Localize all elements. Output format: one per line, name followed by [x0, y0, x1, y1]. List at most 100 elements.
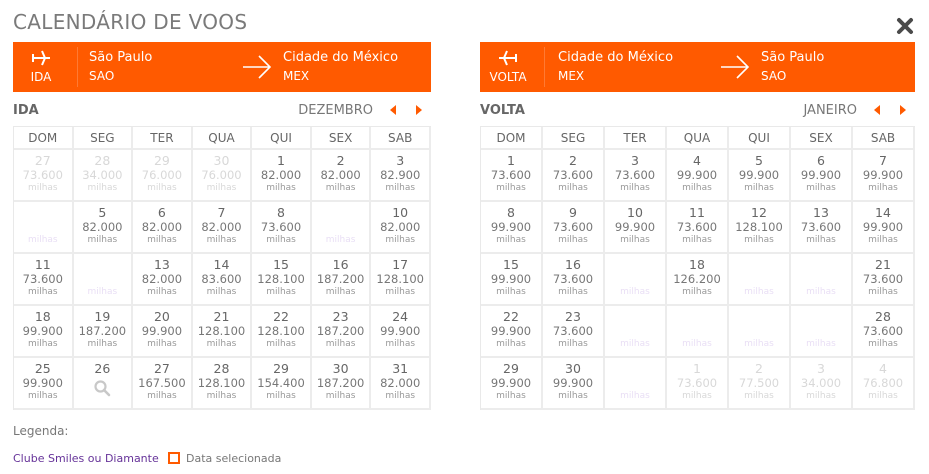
miles-value: 99.900	[552, 376, 594, 390]
calendar-day-cell[interactable]: 4 34.400 milhas	[14, 202, 74, 254]
miles-value: 99.900	[490, 324, 532, 338]
calendar-day-cell[interactable]: 25 54.900 milhas	[667, 306, 729, 358]
calendar-day-cell[interactable]: 6 82.000 milhas	[133, 202, 193, 254]
miles-value: 54.900	[800, 272, 842, 286]
calendar-day-cell[interactable]: 2 82.000 milhas	[311, 150, 372, 202]
calendar-day-cell[interactable]: 20 54.900 milhas	[791, 254, 853, 306]
calendar-day-cell[interactable]: 7 99.900 milhas	[853, 150, 915, 202]
calendar-day-cell[interactable]: 3 73.600 milhas	[605, 150, 667, 202]
ida-prev-month-button[interactable]	[390, 105, 396, 115]
calendar-day-cell[interactable]: 28 73.600 milhas	[853, 306, 915, 358]
day-number: 18	[34, 309, 51, 324]
calendar-day-cell[interactable]: 26	[73, 358, 134, 410]
calendar-day-cell[interactable]: 28 34.000 milhas	[73, 150, 134, 202]
calendar-day-cell[interactable]: 10 99.900 milhas	[605, 202, 667, 254]
day-number: 4	[38, 205, 48, 220]
calendar-day-cell[interactable]: 31 82.000 milhas	[371, 358, 431, 410]
day-number: 17	[626, 257, 644, 272]
calendar-day-cell[interactable]: 17 54.900 milhas	[605, 254, 667, 306]
miles-value: 73.600	[22, 168, 63, 182]
day-number: 24	[392, 309, 409, 324]
calendar-day-cell[interactable]: 1 73.600 milhas	[481, 150, 543, 202]
calendar-day-cell[interactable]: 26 54.900 milhas	[729, 306, 791, 358]
calendar-day-cell[interactable]: 2 77.500 milhas	[729, 358, 791, 410]
calendar-day-cell[interactable]: 15 128.100 milhas	[252, 254, 312, 306]
calendar-day-cell[interactable]: 27 167.500 milhas	[133, 358, 193, 410]
calendar-day-cell[interactable]: 13 73.600 milhas	[791, 202, 853, 254]
calendar-day-cell[interactable]: 19 54.900 milhas	[729, 254, 791, 306]
calendar-day-cell[interactable]: 3 34.000 milhas	[791, 358, 853, 410]
calendar-day-cell[interactable]: 11 73.600 milhas	[14, 254, 74, 306]
calendar-day-cell[interactable]: 4 99.900 milhas	[667, 150, 729, 202]
calendar-day-cell[interactable]: 8 99.900 milhas	[481, 202, 543, 254]
calendar-day-cell[interactable]: 21 128.100 milhas	[192, 306, 253, 358]
calendar-day-cell[interactable]: 25 99.900 milhas	[14, 358, 74, 410]
calendar-day-cell[interactable]: 18 99.900 milhas	[14, 306, 74, 358]
calendar-day-cell[interactable]: 30 76.000 milhas	[192, 150, 253, 202]
calendar-day-cell[interactable]: 3 82.900 milhas	[371, 150, 431, 202]
close-button[interactable]	[895, 16, 915, 36]
miles-unit: milhas	[147, 339, 177, 349]
miles-unit: milhas	[620, 391, 650, 401]
calendar-day-cell[interactable]: 29 154.400 milhas	[252, 358, 312, 410]
calendar-day-cell[interactable]: 17 128.100 milhas	[371, 254, 431, 306]
calendar-day-cell[interactable]: 14 99.900 milhas	[853, 202, 915, 254]
calendar-day-cell[interactable]: 24 99.900 milhas	[371, 306, 431, 358]
miles-value: 128.100	[735, 220, 783, 234]
origin-code: SAO	[89, 69, 115, 83]
volta-next-month-button[interactable]	[900, 105, 906, 115]
calendar-day-cell[interactable]: 22 128.100 milhas	[252, 306, 312, 358]
calendar-day-cell[interactable]: 12 128.100 milhas	[729, 202, 791, 254]
day-number: 1	[507, 153, 515, 168]
miles-unit: milhas	[682, 339, 712, 349]
calendar-day-cell[interactable]: 11 73.600 milhas	[667, 202, 729, 254]
calendar-day-cell[interactable]: 8 73.600 milhas	[252, 202, 312, 254]
calendar-day-cell[interactable]: 1 82.000 milhas	[252, 150, 312, 202]
calendar-day-cell[interactable]: 29 99.900 milhas	[481, 358, 543, 410]
calendar-day-cell[interactable]: 14 83.600 milhas	[192, 254, 253, 306]
calendar-day-cell[interactable]: 24 54.900 milhas	[605, 306, 667, 358]
calendar-day-cell[interactable]: 13 82.000 milhas	[133, 254, 193, 306]
calendar-day-cell[interactable]: 21 73.600 milhas	[853, 254, 915, 306]
calendar-day-cell[interactable]: 2 73.600 milhas	[543, 150, 605, 202]
calendar-day-cell[interactable]: 31 54.900 milhas	[605, 358, 667, 410]
calendar-day-cell[interactable]: 19 187.200 milhas	[73, 306, 134, 358]
miles-value: 99.900	[490, 220, 532, 234]
calendar-day-cell[interactable]: 12 34.400 milhas	[73, 254, 134, 306]
calendar-day-cell[interactable]: 5 82.000 milhas	[73, 202, 134, 254]
search-icon[interactable]	[93, 379, 111, 397]
day-number: 2	[755, 361, 763, 376]
ida-next-month-button[interactable]	[416, 105, 422, 115]
calendar-day-cell[interactable]: 23 187.200 milhas	[311, 306, 372, 358]
calendar-day-cell[interactable]: 4 76.800 milhas	[853, 358, 915, 410]
miles-unit: milhas	[27, 339, 58, 349]
calendar-day-cell[interactable]: 22 99.900 milhas	[481, 306, 543, 358]
plane-return-icon	[499, 50, 517, 66]
weekday-label: DOM	[14, 127, 74, 150]
legend-title: Legenda:	[13, 424, 69, 438]
destination-city: São Paulo	[761, 50, 825, 65]
calendar-day-cell[interactable]: 29 76.000 milhas	[133, 150, 193, 202]
miles-value: 34.400	[82, 272, 123, 286]
calendar-day-cell[interactable]: 9 34.400 milhas	[311, 202, 372, 254]
calendar-day-cell[interactable]: 23 73.600 milhas	[543, 306, 605, 358]
calendar-day-cell[interactable]: 1 73.600 milhas	[667, 358, 729, 410]
calendar-day-cell[interactable]: 27 54.900 milhas	[791, 306, 853, 358]
calendar-day-cell[interactable]: 7 82.000 milhas	[192, 202, 253, 254]
calendar-day-cell[interactable]: 9 73.600 milhas	[543, 202, 605, 254]
day-number: 15	[273, 257, 289, 272]
calendar-day-cell[interactable]: 5 99.900 milhas	[729, 150, 791, 202]
calendar-day-cell[interactable]: 28 128.100 milhas	[192, 358, 253, 410]
calendar-day-cell[interactable]: 16 187.200 milhas	[311, 254, 372, 306]
calendar-day-cell[interactable]: 10 82.000 milhas	[371, 202, 431, 254]
day-number: 29	[273, 361, 289, 376]
calendar-day-cell[interactable]: 27 73.600 milhas	[14, 150, 74, 202]
calendar-day-cell[interactable]: 16 73.600 milhas	[543, 254, 605, 306]
calendar-day-cell[interactable]: 15 99.900 milhas	[481, 254, 543, 306]
calendar-day-cell[interactable]: 30 99.900 milhas	[543, 358, 605, 410]
volta-prev-month-button[interactable]	[874, 105, 880, 115]
calendar-day-cell[interactable]: 18 126.200 milhas	[667, 254, 729, 306]
calendar-day-cell[interactable]: 20 99.900 milhas	[133, 306, 193, 358]
calendar-day-cell[interactable]: 6 99.900 milhas	[791, 150, 853, 202]
calendar-day-cell[interactable]: 30 187.200 milhas	[311, 358, 372, 410]
